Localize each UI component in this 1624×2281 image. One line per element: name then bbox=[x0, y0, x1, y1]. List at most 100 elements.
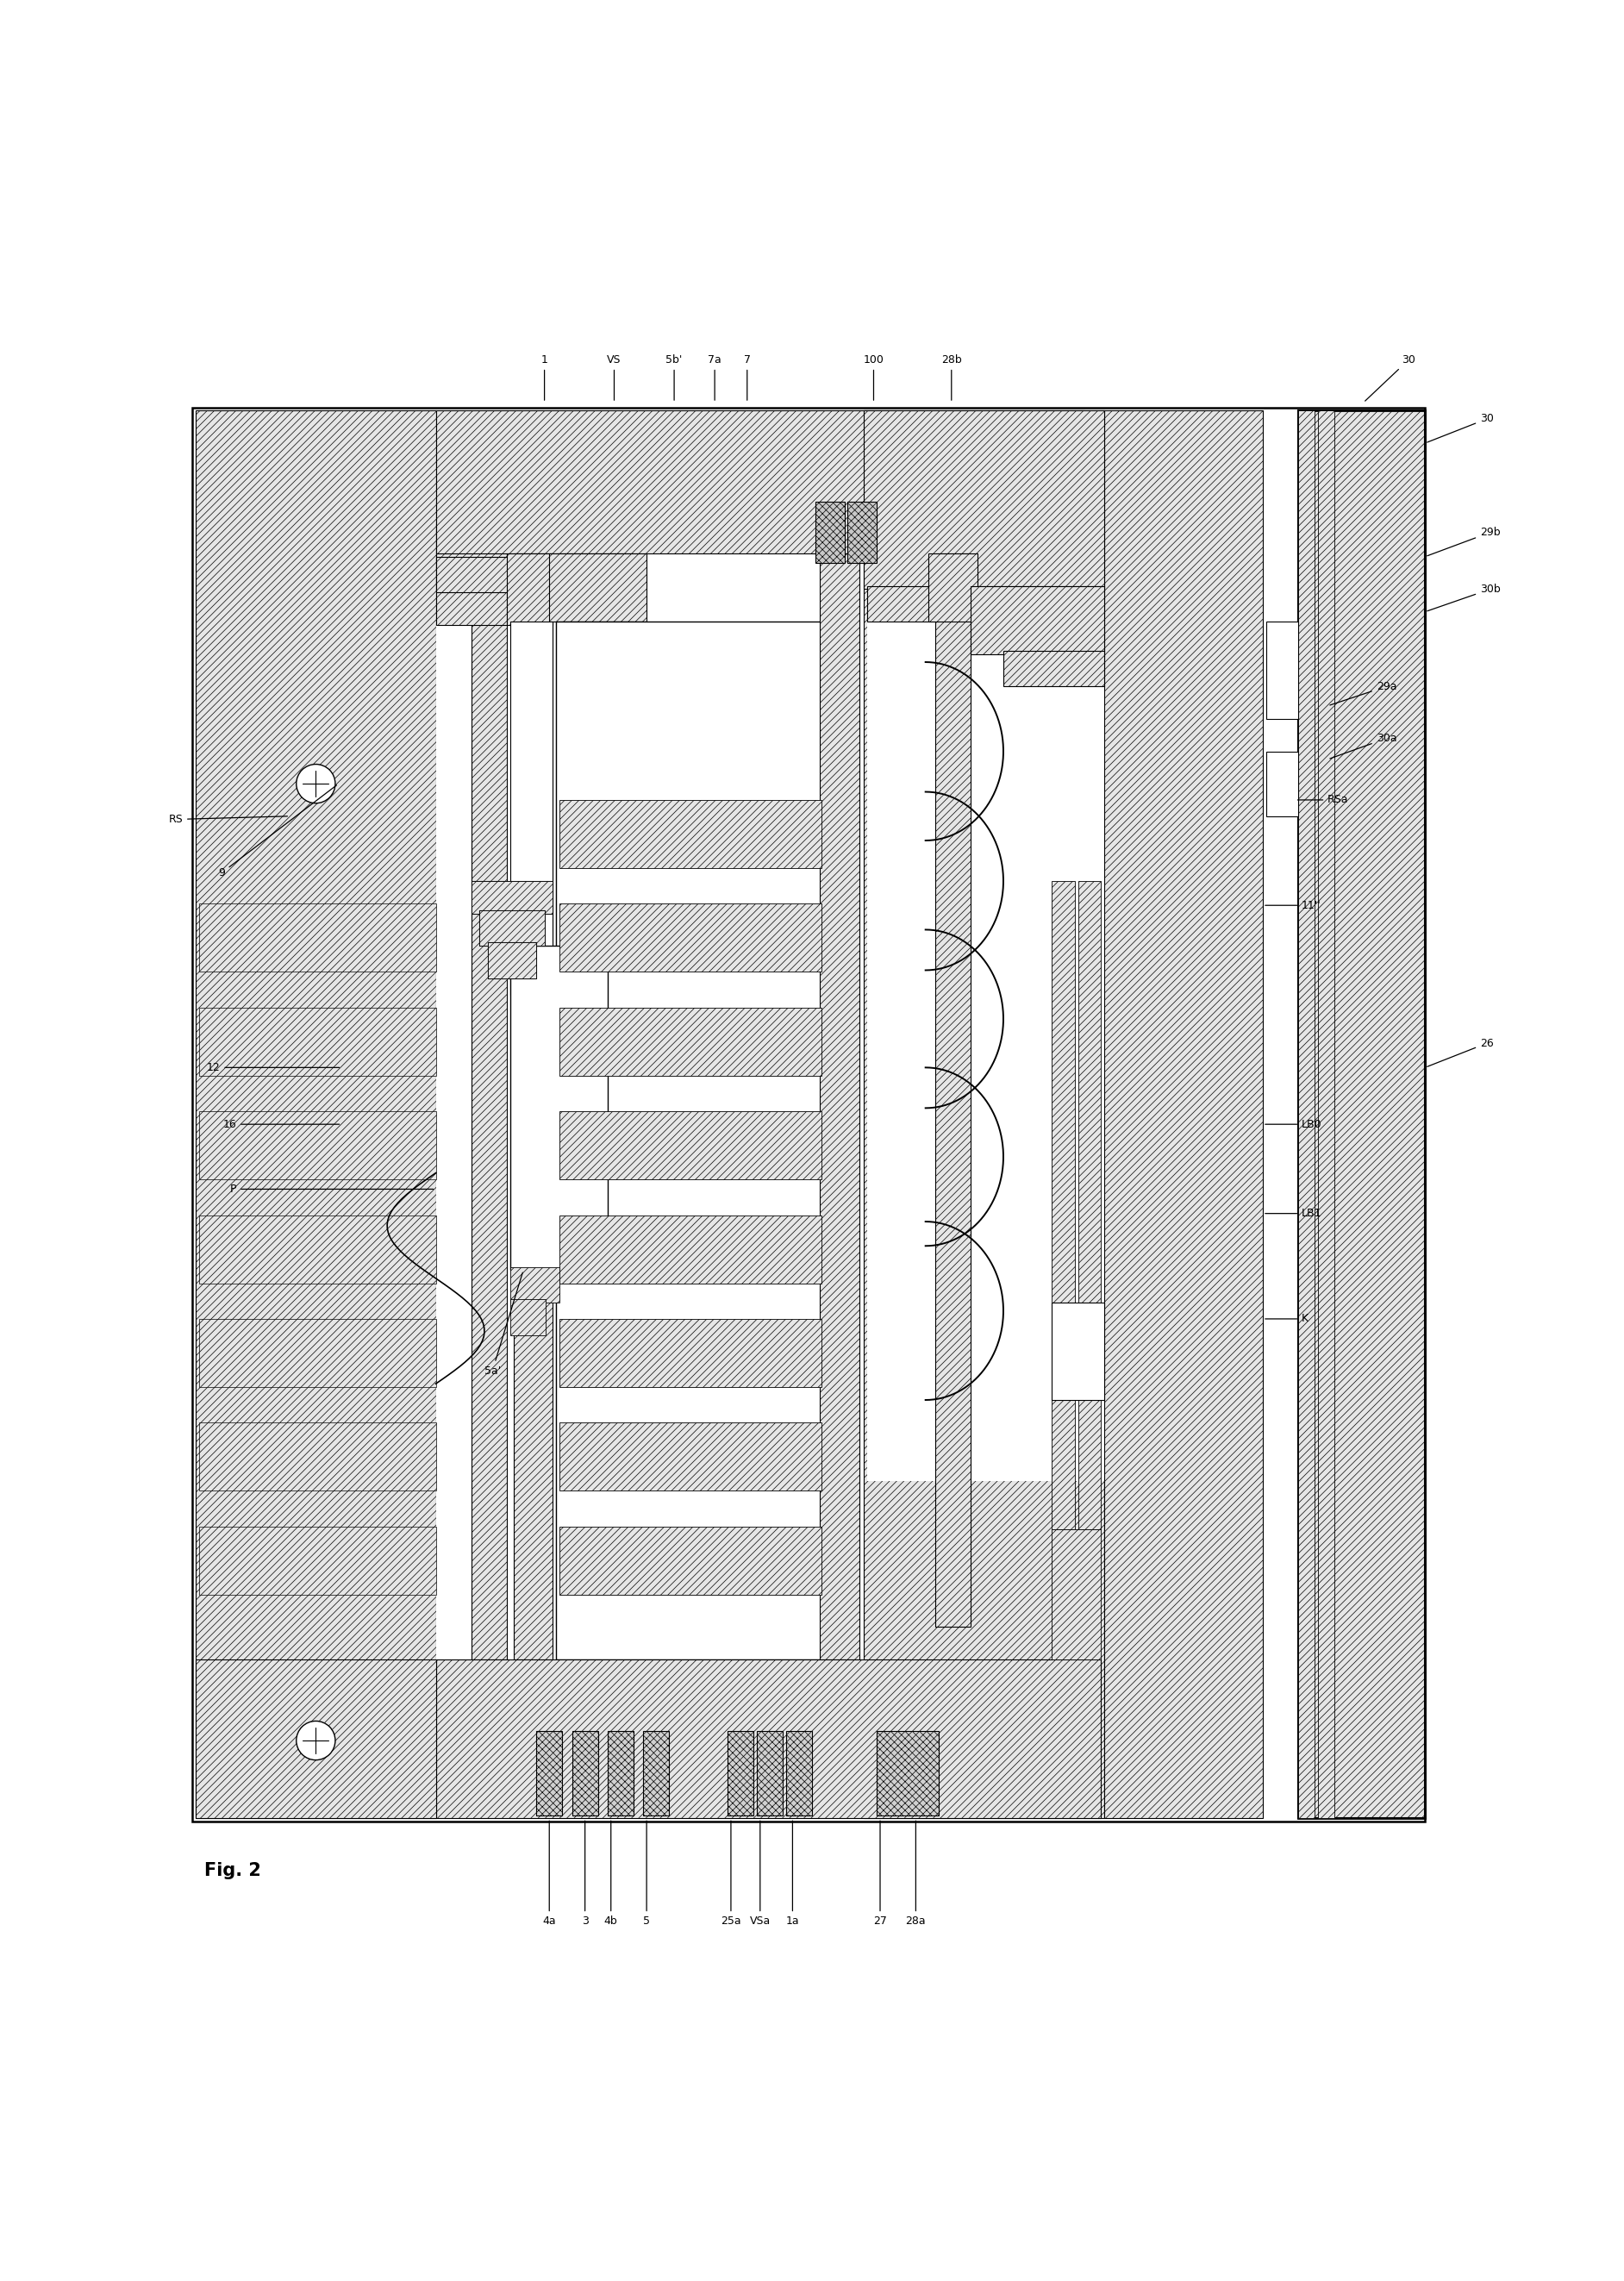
Text: RSa: RSa bbox=[1298, 794, 1350, 805]
Bar bbox=[510, 1300, 546, 1334]
Text: 4a: 4a bbox=[542, 1820, 555, 1927]
Bar bbox=[549, 554, 646, 620]
Text: 30: 30 bbox=[1427, 413, 1494, 443]
Bar bbox=[200, 1111, 435, 1179]
Text: Fig. 2: Fig. 2 bbox=[205, 1861, 261, 1880]
Bar bbox=[200, 1008, 435, 1077]
Text: 5a': 5a' bbox=[484, 1273, 523, 1375]
Text: 25a: 25a bbox=[721, 1820, 741, 1927]
Text: 30: 30 bbox=[1366, 354, 1416, 401]
Bar bbox=[559, 903, 822, 972]
Bar bbox=[435, 1661, 1101, 1818]
Text: 29b: 29b bbox=[1427, 527, 1501, 557]
Bar bbox=[536, 1731, 562, 1816]
Text: 28b: 28b bbox=[942, 354, 961, 399]
Bar bbox=[559, 1526, 822, 1594]
Text: 29a: 29a bbox=[1330, 680, 1397, 705]
Text: LB0: LB0 bbox=[1265, 1118, 1322, 1129]
Bar bbox=[555, 554, 633, 1626]
Bar bbox=[1078, 880, 1101, 1531]
Text: 7a: 7a bbox=[708, 354, 721, 399]
Text: 1: 1 bbox=[541, 354, 547, 399]
Bar bbox=[1104, 411, 1263, 1818]
Bar bbox=[507, 554, 552, 625]
Text: 5: 5 bbox=[643, 1820, 650, 1927]
Text: 3: 3 bbox=[581, 1820, 588, 1927]
Bar bbox=[200, 1423, 435, 1492]
Bar bbox=[929, 554, 978, 620]
Bar bbox=[200, 1216, 435, 1284]
Bar bbox=[643, 1731, 669, 1816]
Bar bbox=[435, 557, 533, 593]
Text: 11'': 11'' bbox=[1265, 899, 1322, 910]
Bar bbox=[815, 502, 844, 563]
Bar bbox=[1267, 750, 1299, 817]
Bar bbox=[1299, 411, 1424, 1818]
Bar bbox=[728, 1731, 754, 1816]
Bar bbox=[200, 903, 435, 972]
Bar bbox=[487, 942, 536, 979]
Bar bbox=[200, 1318, 435, 1387]
Text: RS: RS bbox=[169, 814, 287, 826]
Bar bbox=[197, 411, 435, 1818]
Text: 4b: 4b bbox=[604, 1820, 617, 1927]
Bar bbox=[1052, 880, 1075, 1531]
Bar bbox=[848, 502, 877, 563]
Bar bbox=[510, 1266, 559, 1302]
Bar bbox=[971, 586, 1104, 655]
Bar bbox=[559, 1216, 822, 1284]
Bar bbox=[1004, 650, 1104, 687]
Bar bbox=[510, 620, 552, 995]
Bar bbox=[1267, 620, 1299, 719]
Bar bbox=[435, 411, 1085, 554]
Text: K: K bbox=[1265, 1314, 1309, 1325]
Bar bbox=[864, 411, 1104, 588]
Bar bbox=[562, 620, 633, 687]
Bar bbox=[559, 1318, 822, 1387]
Bar bbox=[513, 554, 552, 1661]
Text: 30b: 30b bbox=[1427, 584, 1501, 611]
Bar bbox=[559, 1111, 822, 1179]
Bar bbox=[935, 554, 971, 1626]
Bar bbox=[757, 1731, 783, 1816]
Bar bbox=[200, 1526, 435, 1594]
Bar bbox=[1052, 1531, 1101, 1661]
Bar bbox=[1319, 411, 1335, 1818]
Text: VSa: VSa bbox=[750, 1820, 770, 1927]
Bar bbox=[559, 1008, 822, 1077]
Bar bbox=[1299, 411, 1424, 1818]
Bar bbox=[607, 1731, 633, 1816]
Text: 16: 16 bbox=[222, 1118, 339, 1129]
Bar bbox=[820, 554, 859, 1661]
Bar bbox=[471, 554, 507, 1661]
Text: P: P bbox=[231, 1184, 434, 1195]
Bar bbox=[435, 525, 507, 625]
Bar bbox=[1052, 1302, 1104, 1401]
Text: LB1: LB1 bbox=[1265, 1209, 1322, 1218]
Bar bbox=[867, 554, 1104, 1480]
Text: 100: 100 bbox=[864, 354, 883, 399]
Bar bbox=[471, 880, 552, 912]
Bar bbox=[197, 1661, 435, 1818]
Bar bbox=[487, 942, 536, 979]
Bar bbox=[479, 910, 544, 947]
Bar bbox=[572, 1731, 598, 1816]
Text: 30a: 30a bbox=[1330, 732, 1397, 760]
Text: 27: 27 bbox=[874, 1820, 887, 1927]
Bar bbox=[877, 1731, 939, 1816]
Bar bbox=[471, 880, 552, 912]
Text: VS: VS bbox=[607, 354, 622, 399]
Bar bbox=[864, 411, 1104, 1818]
Bar bbox=[193, 408, 1424, 1823]
Bar bbox=[479, 910, 544, 947]
Circle shape bbox=[296, 764, 335, 803]
Text: 12: 12 bbox=[206, 1063, 339, 1072]
Text: 5b': 5b' bbox=[666, 354, 682, 399]
Bar bbox=[510, 947, 607, 1271]
Bar bbox=[559, 1423, 822, 1492]
Text: 28a: 28a bbox=[906, 1820, 926, 1927]
Bar bbox=[559, 801, 822, 869]
Bar bbox=[1299, 411, 1315, 1818]
Text: 9: 9 bbox=[218, 785, 336, 878]
Text: 26: 26 bbox=[1427, 1038, 1494, 1068]
